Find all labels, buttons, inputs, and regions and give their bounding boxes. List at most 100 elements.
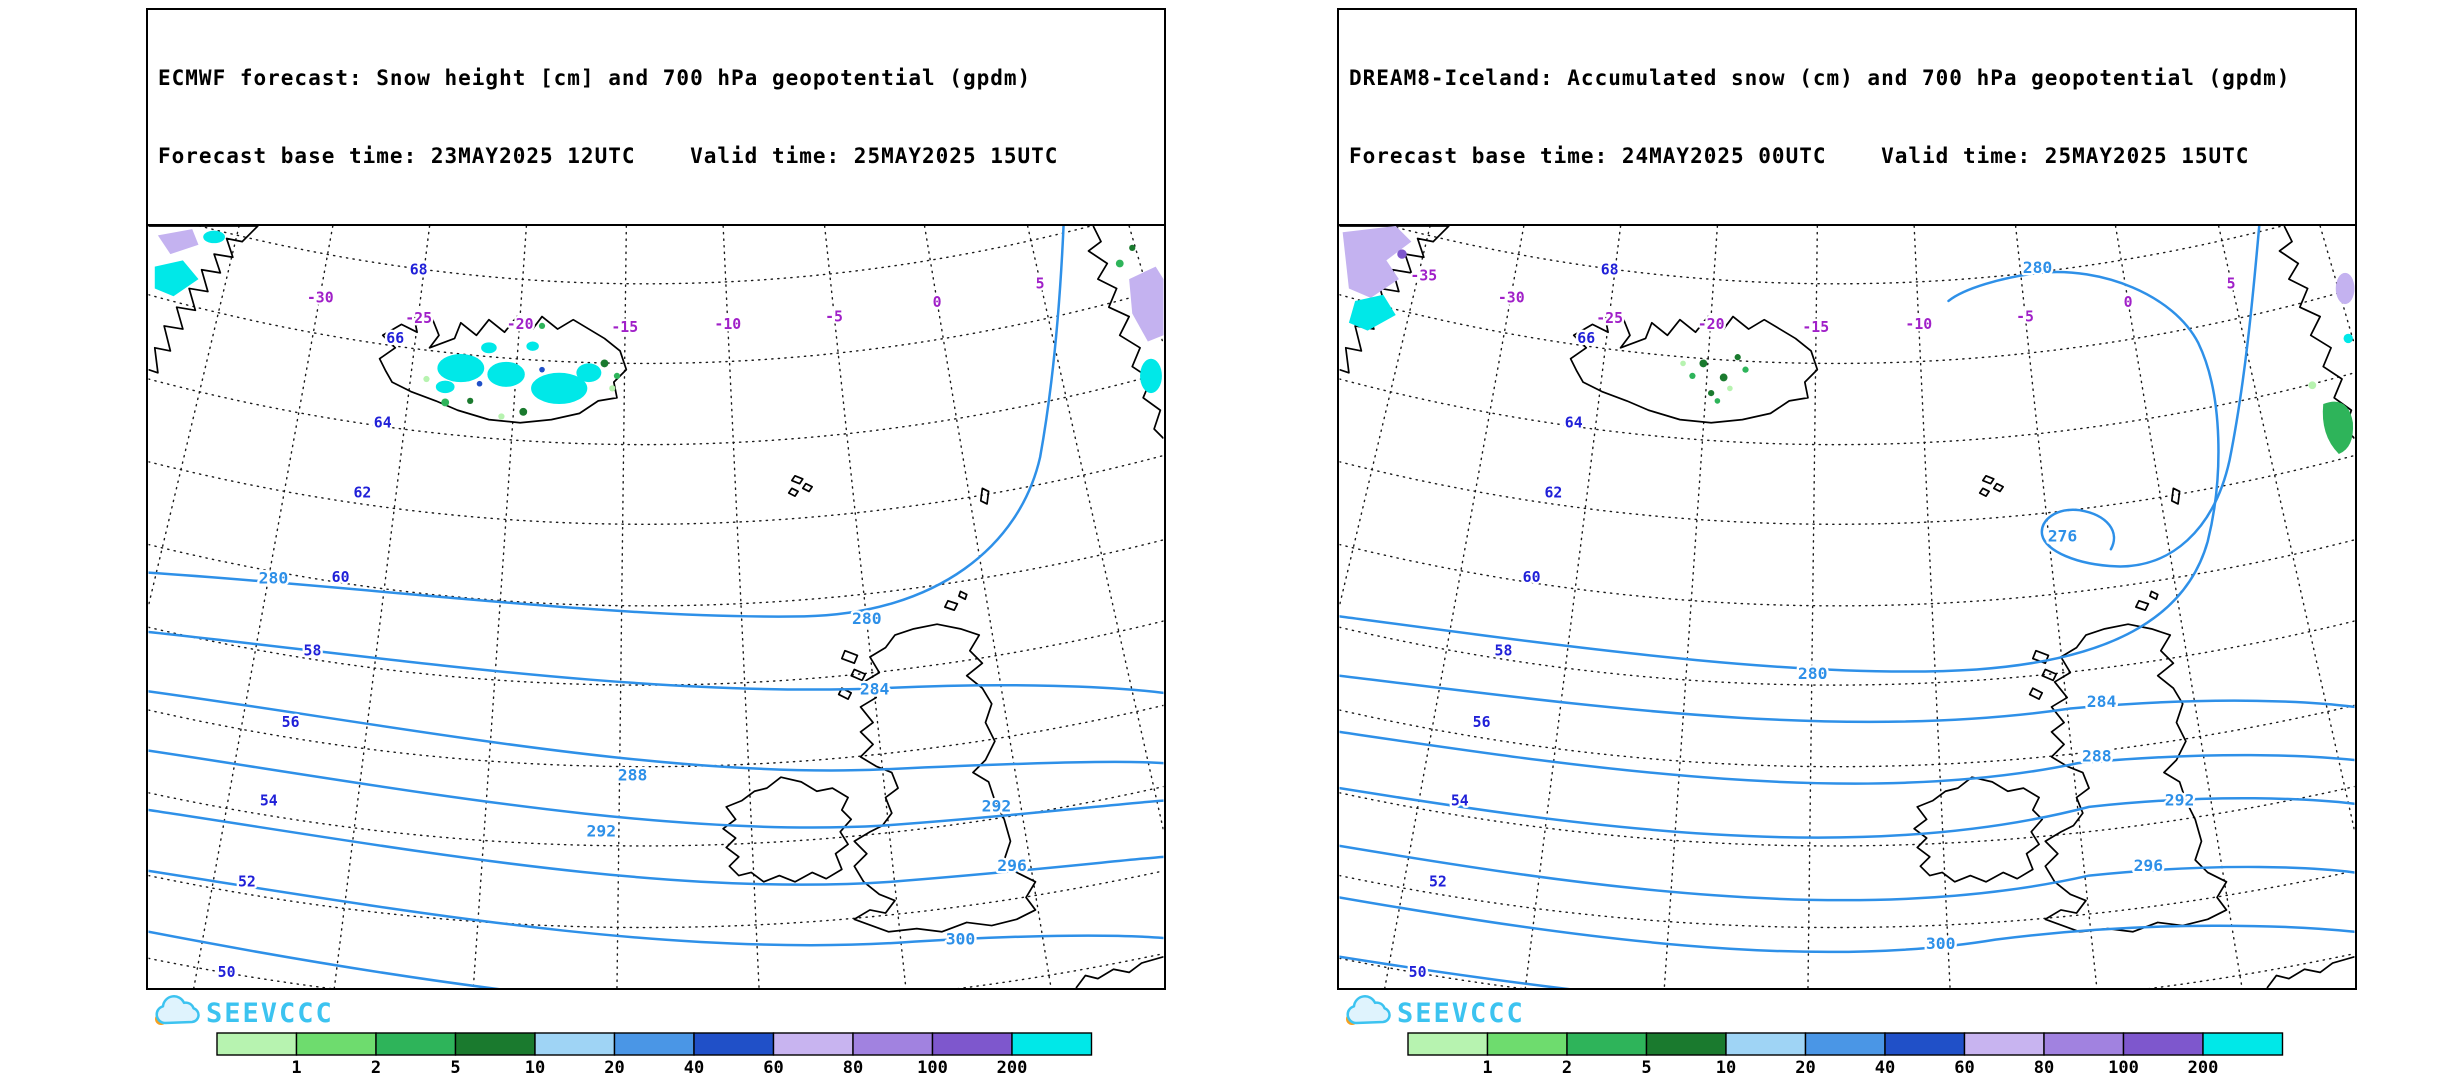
longitude-label: -5 [2016,308,2034,325]
latitude-label: 60 [332,569,350,586]
snow-patches [1342,226,2355,454]
contour-300 [148,869,1164,947]
contour-label: 296 [2134,856,2164,875]
longitude-label: 0 [933,294,942,311]
colorbar-segment [613,1032,695,1056]
latitude-label: 52 [238,874,256,891]
contour-label: 292 [2165,790,2195,809]
contour-label-layer: 280 280 284 288 292 292 296 300 [256,566,1029,950]
latitude-label: 68 [410,261,428,278]
contour-label: 300 [946,929,976,948]
longitude-label: -10 [1905,316,1932,333]
longitude-label: -15 [1802,319,1829,336]
contour-label: 280 [852,609,882,628]
contour-284 [148,630,1164,695]
contour-label-layer: 276 280 280 284 288 292 296 300 [1796,256,2197,956]
longitude-label: -25 [405,310,432,327]
contour-label: 288 [618,765,648,784]
logo-text: SEEVCCC [206,998,334,1029]
colorbar-label: 1 [291,1058,301,1076]
longitude-label: -5 [825,308,843,325]
colorbar-segment [772,1032,854,1056]
colorbar-label: 5 [450,1058,460,1076]
colorbar-segment [693,1032,775,1056]
contour-288 [148,690,1164,772]
latitude-label: 64 [1565,414,1583,431]
colorbar-segment [1725,1032,1807,1056]
colorbar-segment [1645,1032,1727,1056]
latitude-label-layer: 68 66 64 62 60 58 56 54 52 50 [1406,259,1621,983]
longitude-label: 5 [2227,275,2236,292]
latitude-label: 50 [218,964,236,981]
contour-label: 296 [997,856,1027,875]
longitude-label: -10 [714,316,741,333]
contour-296 [1339,844,2355,902]
geopotential-contours [1339,226,2355,988]
map-title-box: ECMWF forecast: Snow height [cm] and 700… [146,8,1166,224]
contour-284 [1339,674,2355,724]
contour-276 [2040,226,2261,568]
colorbar-segment [2122,1032,2204,1056]
map-subtitle: Forecast base time: 23MAY2025 12UTC Vali… [158,144,1059,168]
contour-label: 292 [982,797,1012,816]
colorbar-segment [534,1032,616,1056]
longitude-label: -30 [1498,290,1525,307]
latitude-label: 50 [1409,964,1427,981]
logo-graphic: SEEVCCC [153,995,334,1029]
longitude-label: -30 [307,290,334,307]
contour-label: 276 [2048,526,2078,545]
logo-cloud-icon [1344,995,1391,1027]
longitude-label: 0 [2124,294,2133,311]
longitude-label: -15 [611,319,638,336]
colorbar-label: 20 [604,1058,624,1076]
contour-label: 284 [860,679,890,698]
dream8-weather-map: 276 280 280 284 288 292 296 300 68 66 64… [1339,226,2355,988]
colorbar-label: 1 [1482,1058,1492,1076]
colorbar-segment [216,1032,298,1056]
contour-296 [148,808,1164,886]
contour-280 [1339,270,2220,673]
colorbar-label: 60 [1954,1058,1974,1076]
weather-map-frame: 280 280 284 288 292 292 296 300 68 66 64… [146,224,1166,990]
snow-colorbar: 1 2 5 10 20 40 60 80 100 200 [1407,1032,2357,1080]
contour-label: 292 [587,822,617,841]
colorbar-segment [852,1032,934,1056]
logo-graphic: SEEVCCC [1344,995,1525,1029]
latitude-label-layer: 68 66 64 62 60 58 56 54 52 50 [215,259,430,983]
seevccc-logo: SEEVCCC [148,994,1166,1030]
contour-label: 280 [259,569,289,588]
ecmwf-weather-map: 280 280 284 288 292 292 296 300 68 66 64… [148,226,1164,988]
contour-288 [1339,730,2355,785]
colorbar-label: 60 [763,1058,783,1076]
colorbar-label: 80 [2034,1058,2054,1076]
longitude-label: -20 [1698,316,1725,333]
latitude-label: 52 [1429,874,1447,891]
graticule [1339,226,2355,988]
contour-label: 284 [2087,692,2117,711]
colorbar-segment [1566,1032,1648,1056]
colorbar-segment [295,1032,377,1056]
map-title-box: DREAM8-Iceland: Accumulated snow (cm) an… [1337,8,2357,224]
colorbar-label: 2 [371,1058,381,1076]
colorbar-segment [931,1032,1013,1056]
colorbar-label: 40 [684,1058,704,1076]
colorbar-label: 10 [1716,1058,1736,1076]
colorbar-label: 200 [2188,1058,2219,1076]
seevccc-logo: SEEVCCC [1339,994,2357,1030]
latitude-label: 68 [1601,261,1619,278]
map-title: DREAM8-Iceland: Accumulated snow (cm) an… [1349,66,2291,90]
map-title: ECMWF forecast: Snow height [cm] and 700… [158,66,1032,90]
latitude-label: 58 [304,642,322,659]
snow-patches [154,229,1164,420]
colorbar-segment [375,1032,457,1056]
latitude-label: 60 [1523,569,1541,586]
latitude-label: 54 [260,792,278,809]
longitude-label: -35 [1410,268,1437,285]
latitude-label: 66 [1577,330,1595,347]
logo-text: SEEVCCC [1397,998,1525,1029]
colorbar-segment [2043,1032,2125,1056]
dream8-panel: DREAM8-Iceland: Accumulated snow (cm) an… [1337,8,2357,1080]
colorbar-label: 40 [1875,1058,1895,1076]
geopotential-contours [148,226,1164,988]
logo-cloud-icon [153,995,200,1027]
